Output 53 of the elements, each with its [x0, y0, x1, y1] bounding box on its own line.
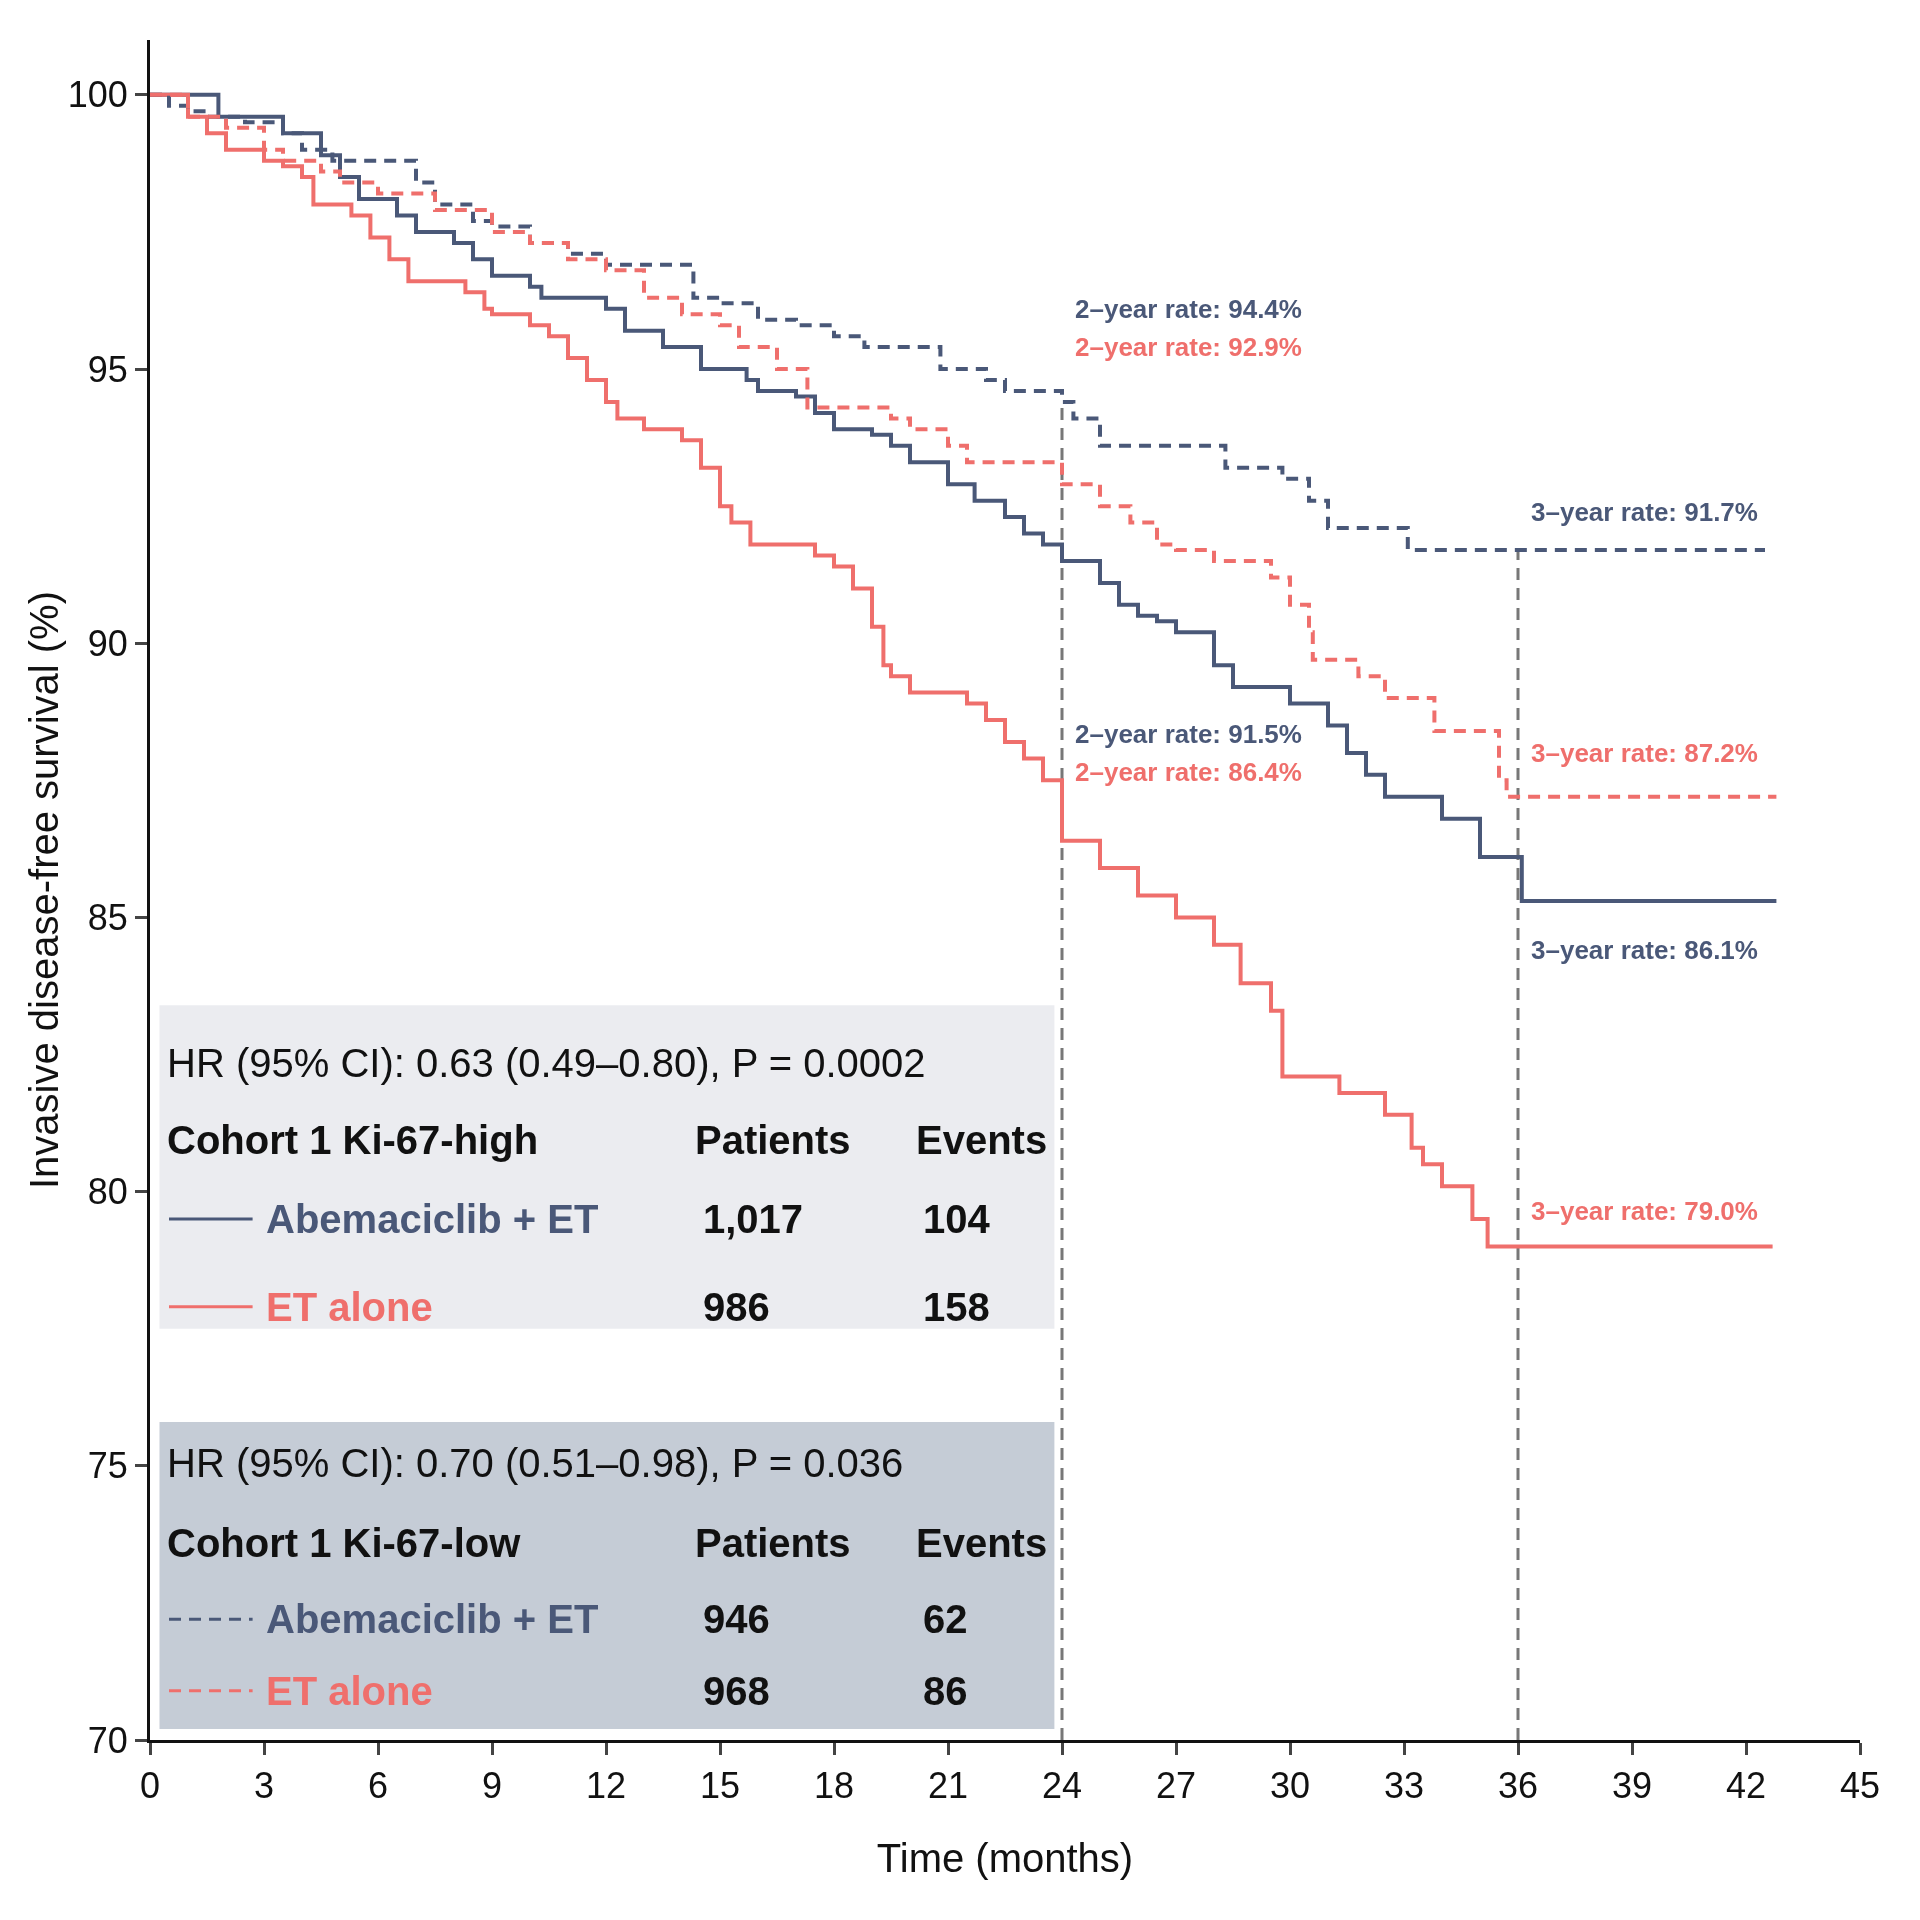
annotation: 3–year rate: 79.0%	[1531, 1196, 1758, 1226]
annotation: 2–year rate: 94.4%	[1075, 294, 1302, 324]
y-tick-label: 85	[87, 897, 128, 939]
annotation: HR (95% CI): 0.70 (0.51–0.98), P = 0.036	[167, 1441, 904, 1485]
annotation: 968	[703, 1669, 770, 1713]
annotation: Cohort 1 Ki-67-low	[167, 1521, 522, 1565]
annotation: 3–year rate: 87.2%	[1531, 738, 1758, 768]
x-tick-label: 39	[1611, 1765, 1653, 1807]
annotation: 62	[923, 1597, 968, 1641]
annotation: 86	[923, 1669, 968, 1713]
y-tick-label: 95	[87, 348, 128, 390]
annotation: 104	[923, 1197, 991, 1241]
annotation: 3–year rate: 91.7%	[1531, 497, 1758, 527]
x-tick-label: 45	[1839, 1765, 1881, 1807]
x-tick-label: 12	[585, 1765, 627, 1807]
x-tick-label: 33	[1383, 1765, 1425, 1807]
x-tick-label: 6	[367, 1765, 389, 1807]
x-axis-title: Time (months)	[876, 1836, 1134, 1880]
x-tick-label: 9	[481, 1765, 503, 1807]
annotation: Cohort 1 Ki-67-high	[167, 1118, 539, 1162]
y-tick-label: 100	[67, 74, 128, 116]
annotation: Patients	[695, 1118, 851, 1162]
annotation: 986	[703, 1285, 770, 1329]
annotation: Events	[916, 1521, 1048, 1565]
y-tick-label: 70	[87, 1719, 128, 1761]
annotation: 158	[923, 1285, 990, 1329]
annotation: 2–year rate: 86.4%	[1075, 757, 1302, 787]
annotation: Events	[916, 1118, 1048, 1162]
annotation: 1,017	[703, 1197, 804, 1241]
x-tick-label: 36	[1497, 1765, 1539, 1807]
x-tick-label: 30	[1269, 1765, 1311, 1807]
x-tick-label: 0	[139, 1765, 161, 1807]
legend-label: ET alone	[266, 1669, 433, 1713]
x-tick-label: 15	[699, 1765, 741, 1807]
annotation: Patients	[695, 1521, 851, 1565]
annotation: HR (95% CI): 0.63 (0.49–0.80), P = 0.0002	[167, 1041, 926, 1085]
legend-label: Abemaciclib + ET	[266, 1597, 599, 1641]
annotation: 2–year rate: 92.9%	[1075, 332, 1302, 362]
x-tick-label: 18	[813, 1765, 855, 1807]
y-tick-label: 90	[87, 622, 128, 664]
y-tick-label: 80	[87, 1171, 128, 1213]
annotation: 946	[703, 1597, 770, 1641]
x-tick-label: 42	[1725, 1765, 1767, 1807]
x-tick-label: 3	[253, 1765, 275, 1807]
annotation: 2–year rate: 91.5%	[1075, 719, 1302, 749]
x-tick-label: 27	[1155, 1765, 1197, 1807]
annotation: 3–year rate: 86.1%	[1531, 935, 1758, 965]
x-tick-label: 21	[927, 1765, 969, 1807]
legend-label: ET alone	[266, 1285, 433, 1329]
y-tick-label: 75	[87, 1445, 128, 1487]
legend-label: Abemaciclib + ET	[266, 1197, 599, 1241]
y-axis-title: Invasive disease-free survival (%)	[22, 591, 66, 1189]
x-tick-label: 24	[1041, 1765, 1083, 1807]
